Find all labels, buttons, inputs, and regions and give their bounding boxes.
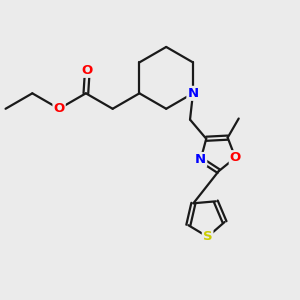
Text: N: N <box>188 87 199 100</box>
Text: O: O <box>53 102 65 115</box>
Text: S: S <box>203 230 212 243</box>
Text: N: N <box>195 153 206 166</box>
Text: O: O <box>230 151 241 164</box>
Text: O: O <box>82 64 93 77</box>
